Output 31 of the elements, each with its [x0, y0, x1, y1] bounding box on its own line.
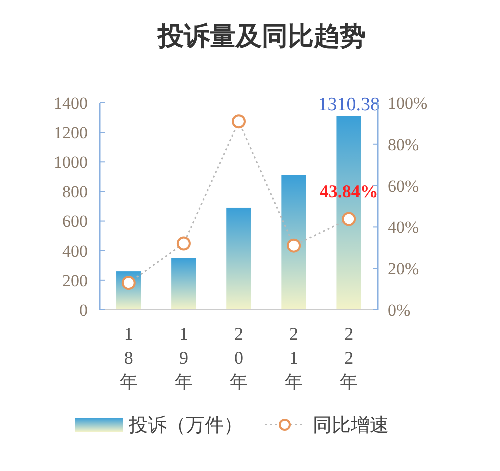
y-tick-label: 400 [62, 242, 88, 261]
x-tick-label: 22年 [340, 324, 358, 392]
y-tick-label: 600 [62, 212, 88, 232]
x-tick-label: 18年 [120, 324, 138, 392]
x-tick-label: 20年 [230, 324, 248, 392]
y2-tick-label: 20% [388, 260, 420, 279]
data-label: 43.84% [320, 181, 378, 202]
chart-title: 投诉量及同比趋势 [157, 22, 366, 52]
y2-tick-label: 40% [388, 218, 420, 238]
legend-label: 同比增速 [313, 414, 389, 437]
point [176, 236, 191, 251]
point [232, 114, 246, 129]
y2-tick-label: 80% [388, 135, 420, 154]
y2-tick-label: 100% [388, 94, 428, 113]
legend-label: 投诉（万件） [128, 414, 243, 437]
bar [282, 175, 306, 310]
y-tick-label: 1000 [54, 153, 88, 172]
bar [226, 208, 252, 310]
y2-tick-label: 60% [388, 176, 420, 196]
y-tick-label: 200 [62, 271, 88, 290]
y2-tick-label: 0% [388, 300, 411, 320]
y-tick-label: 1400 [54, 94, 88, 113]
bar [172, 258, 196, 310]
y-tick-label: 800 [62, 182, 88, 202]
x-tick-label: 21年 [285, 324, 304, 392]
x-tick-label: 19年 [174, 324, 193, 392]
point [287, 238, 302, 253]
data-label: 1310.38 [318, 94, 380, 116]
y-tick-label: 1200 [54, 124, 88, 143]
y-tick-label: 0 [80, 300, 88, 320]
point [342, 212, 356, 226]
